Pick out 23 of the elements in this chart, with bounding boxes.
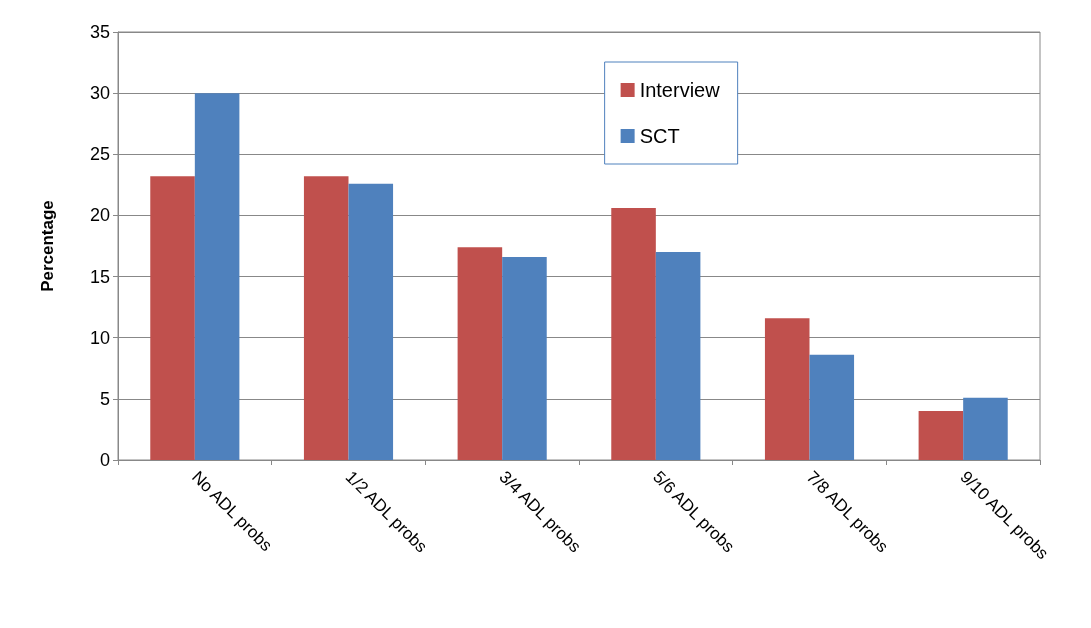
bar xyxy=(655,252,701,460)
bar xyxy=(348,183,394,460)
y-tick-label: 0 xyxy=(99,450,110,470)
y-tick-label: 30 xyxy=(89,83,110,104)
bar xyxy=(764,318,810,460)
y-tick-label: 10 xyxy=(89,327,110,348)
bar xyxy=(303,176,349,460)
y-tick-label: 35 xyxy=(89,22,110,42)
bar xyxy=(457,247,503,460)
bar xyxy=(809,354,855,460)
bar xyxy=(502,257,547,460)
legend-label: SCT xyxy=(639,125,680,147)
bar xyxy=(150,176,195,460)
bar xyxy=(963,397,1008,460)
y-axis-title: Percentage xyxy=(38,200,57,292)
bar xyxy=(611,208,656,460)
y-tick-label: 20 xyxy=(89,205,110,226)
bar xyxy=(194,93,240,460)
bar xyxy=(918,411,964,460)
y-tick-label: 5 xyxy=(99,388,110,409)
y-tick-label: 25 xyxy=(89,144,110,165)
y-tick-label: 15 xyxy=(89,266,110,287)
legend-label: Interview xyxy=(639,79,721,101)
